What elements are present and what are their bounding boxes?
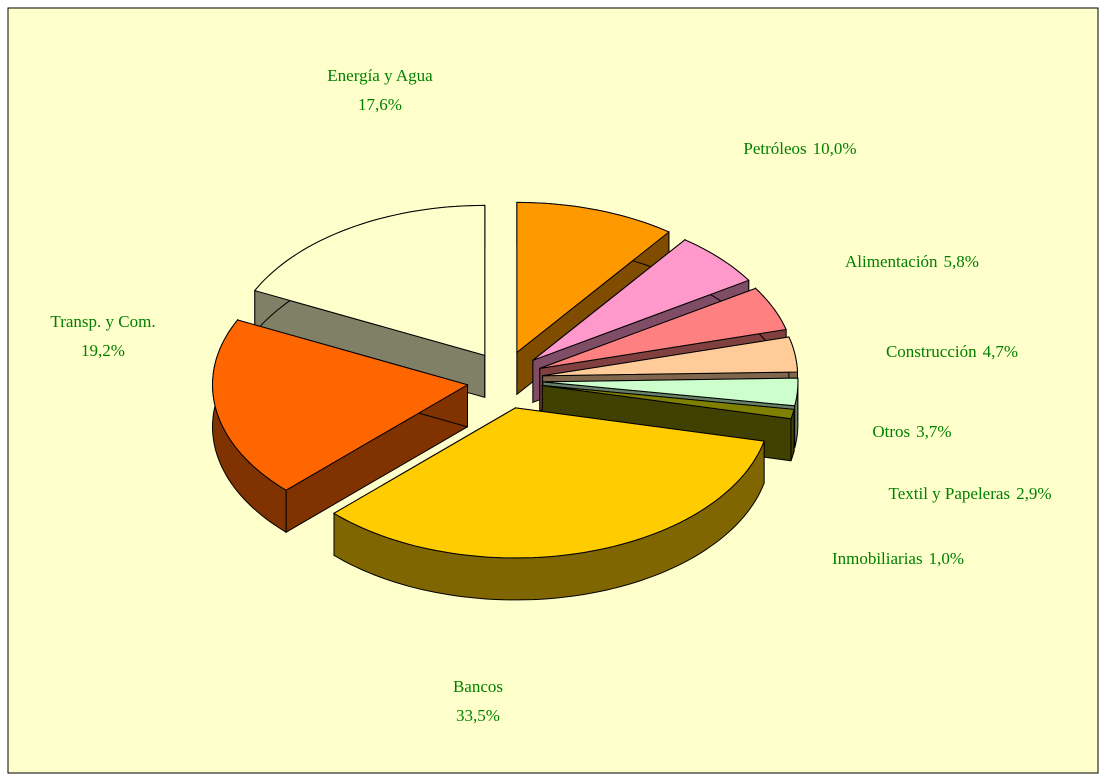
value-label: 1,0%	[929, 549, 964, 568]
slice-top	[542, 336, 799, 377]
labels: Petróleos 10,0% Alimentación 5,8% Construcci…	[50, 66, 1051, 725]
category-label: Transp. y Com.	[50, 312, 155, 331]
slice-top	[333, 407, 765, 559]
slice	[211, 318, 469, 534]
value-label: 19,2%	[81, 341, 125, 360]
slice	[333, 407, 765, 601]
category-label: Energía y Agua	[327, 66, 433, 85]
value-label: 3,7%	[916, 422, 951, 441]
category-label: Bancos	[453, 677, 503, 696]
slice-top	[542, 385, 795, 420]
category-label: Petróleos	[743, 139, 806, 158]
slice-label: Alimentación 5,8%	[845, 252, 979, 271]
slice-label: Textil y Papeleras 2,9%	[889, 484, 1052, 503]
category-label: Inmobiliarias	[832, 549, 923, 568]
value-label: 2,9%	[1016, 484, 1051, 503]
value-label: 17,6%	[358, 95, 402, 114]
slice-top	[253, 204, 486, 357]
slice-top	[539, 287, 787, 369]
value-label: 4,7%	[983, 342, 1018, 361]
slice-top	[532, 239, 750, 361]
slice-label: Otros 3,7%	[872, 422, 951, 441]
slice-label: Petróleos 10,0%	[743, 139, 856, 158]
slice-top	[211, 319, 469, 491]
slice-label: Inmobiliarias 1,0%	[832, 549, 964, 568]
value-label: 10,0%	[813, 139, 857, 158]
pie	[211, 201, 799, 601]
value-label: 5,8%	[944, 252, 979, 271]
category-label: Textil y Papeleras	[889, 484, 1011, 503]
slice-label: Construcción 4,7%	[886, 342, 1018, 361]
category-label: Construcción	[886, 342, 977, 361]
slice-top	[542, 377, 799, 407]
slice-top	[516, 201, 670, 354]
category-label: Otros	[872, 422, 910, 441]
value-label: 33,5%	[456, 706, 500, 725]
category-label: Alimentación	[845, 252, 938, 271]
